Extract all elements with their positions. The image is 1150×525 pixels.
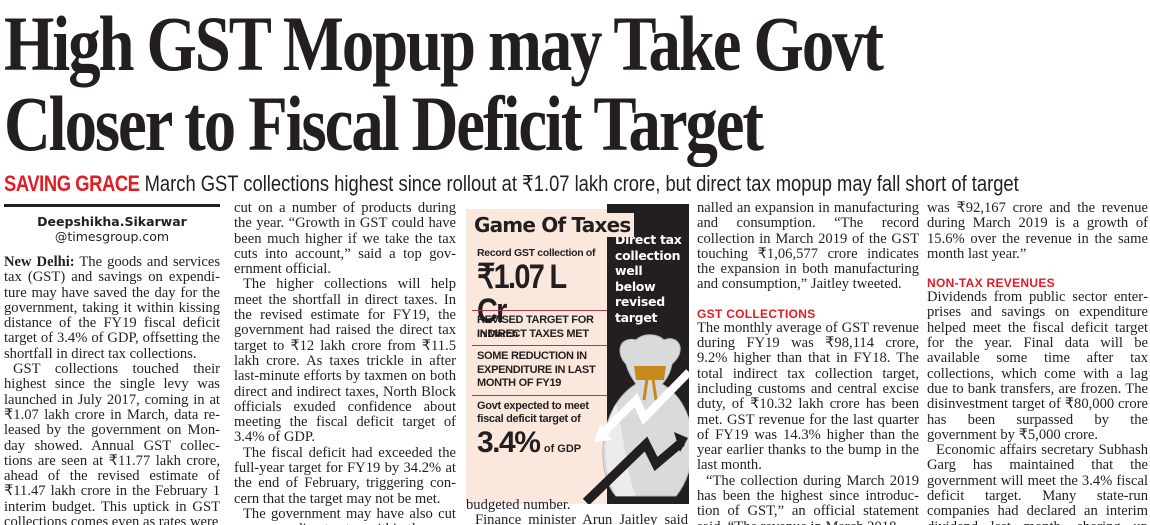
direct-tax-note: Direct tax collection well below revised… [615, 232, 682, 325]
headline-line-2: Closer to Fiscal Deficit Target [4, 80, 764, 167]
section-heading-non-tax-revenues: NON-TAX REVENUES [927, 276, 1055, 291]
subheadline: SAVING GRACE March GST collections highe… [4, 170, 1019, 198]
deficit-value: 3.4% [477, 426, 541, 459]
record-sub: in March [477, 328, 518, 340]
section-heading-gst-collections: GST COLLECTIONS [697, 306, 816, 321]
point-indirect-taxes: REVISED TARGET FOR INDIRECT TAXES MET [477, 314, 594, 340]
column-1: Deepshikha.Sikarwar @timesgroup.com New … [4, 207, 220, 525]
headline-line-1: High GST Mopup may Take Govt [4, 0, 884, 87]
column-2: cut on a number of products during the y… [234, 200, 456, 525]
kicker: SAVING GRACE [4, 171, 140, 196]
paragraph: GST collections touched their highest si… [4, 361, 220, 525]
divider [472, 345, 607, 346]
divider [472, 310, 607, 311]
author-org: @timesgroup.com [54, 229, 170, 244]
paragraph: Dividends from public sector enter­prise… [927, 289, 1148, 443]
paragraph: Finance minister Arun Jaitley said the j… [475, 512, 688, 525]
infographic-game-of-taxes: Game Of Taxes Record GST collection of ₹… [466, 204, 689, 504]
paragraph: cut on a number of products during the y… [234, 200, 456, 278]
infographic-title: Game Of Taxes [474, 213, 635, 237]
paragraph: The higher collections will help meet th… [234, 276, 456, 446]
record-value: ₹1.07 L Cr [477, 258, 567, 330]
paragraph: Economic affairs secretary Sub­hash Garg… [927, 442, 1148, 525]
byline-rule [4, 204, 220, 207]
paragraph: “The collection during March 2019 has be… [697, 472, 919, 525]
subhead-text: March GST collections highest since roll… [144, 171, 1019, 196]
record-label: Record GST collection of [477, 247, 596, 259]
paragraph: budgeted number. [466, 497, 571, 513]
deficit-label: Govt expected to meet fiscal deficit tar… [477, 400, 589, 425]
point-expenditure: SOME REDUCTION IN EXPENDITURE IN LAST MO… [477, 350, 596, 389]
paragraph: was ₹92,167 crore and the revenue during… [927, 200, 1148, 262]
paragraph: New Delhi: The goods and services tax (G… [4, 254, 220, 362]
headline: High GST Mopup may Take Govt Closer to F… [4, 4, 950, 164]
record-gst-block: Record GST collection of ₹1.07 L Cr in M… [477, 247, 605, 341]
paragraph: nalled an expansion in manufactur­ing an… [697, 200, 919, 293]
author-name: Deepshikha.Sikarwar [37, 214, 187, 229]
column-5: was ₹92,167 crore and the revenue during… [927, 200, 1148, 525]
divider [472, 395, 607, 396]
byline: Deepshikha.Sikarwar @timesgroup.com [4, 214, 220, 244]
deficit-block: Govt expected to meet fiscal deficit tar… [477, 400, 605, 460]
column-4: nalled an expansion in manufactur­ing an… [697, 200, 919, 525]
column-3: budgeted number. Finance minister Arun J… [466, 497, 688, 525]
paragraph: The fiscal deficit had exceeded the full… [234, 444, 456, 507]
dateline: New Delhi: [4, 254, 75, 270]
deficit-unit: of GDP [543, 443, 582, 455]
paragraph: The government may have also cut some sp… [234, 505, 456, 525]
paragraph: The monthly average of GST reve­nue duri… [697, 319, 919, 474]
paragraph-text: The goods and services tax (GST) and sav… [4, 254, 220, 362]
